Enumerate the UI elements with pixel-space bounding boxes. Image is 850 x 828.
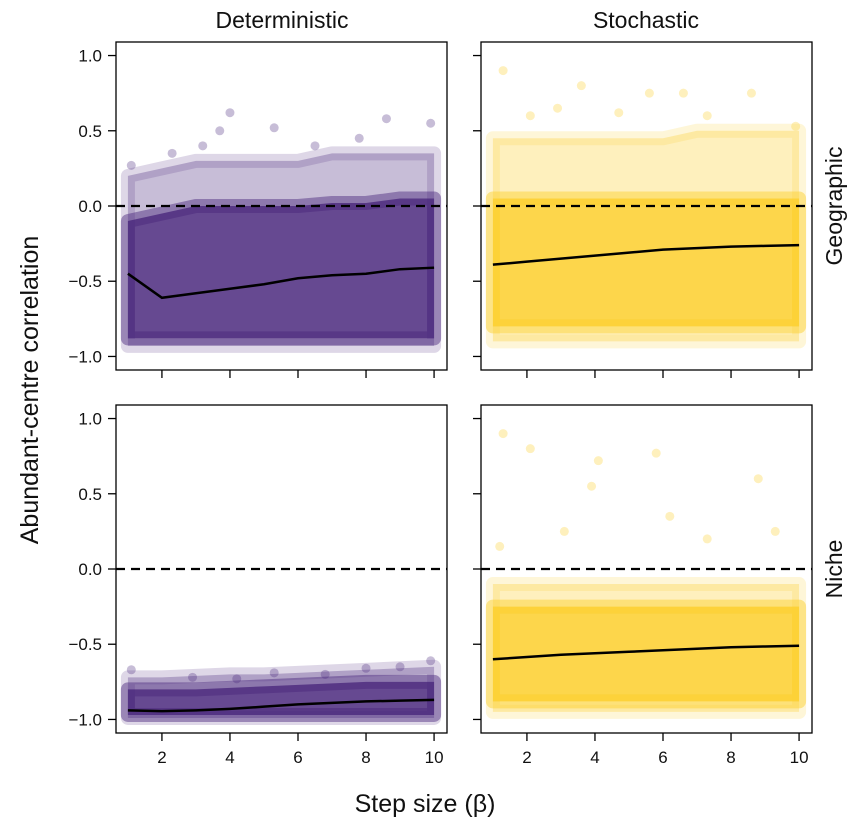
- column-title: Stochastic: [593, 7, 699, 33]
- y-tick-label: 0.5: [78, 122, 102, 141]
- point: [678, 88, 688, 98]
- x-tick-label: 2: [157, 748, 166, 767]
- point: [167, 148, 177, 158]
- point: [791, 121, 801, 131]
- point: [381, 114, 391, 124]
- point-cloud: [485, 599, 807, 709]
- point-cloud: [120, 674, 442, 722]
- x-tick-label: 8: [726, 748, 735, 767]
- point: [553, 103, 563, 113]
- point-cloud: [485, 191, 807, 334]
- point: [593, 456, 603, 466]
- y-tick-label: 0.5: [78, 485, 102, 504]
- row-title: Niche: [821, 540, 847, 599]
- point: [225, 108, 235, 118]
- point: [753, 474, 763, 484]
- point: [188, 672, 198, 682]
- point: [126, 665, 136, 675]
- point: [770, 526, 780, 536]
- smooth-line: [492, 644, 800, 661]
- point-cloud: [120, 191, 442, 346]
- point: [702, 111, 712, 121]
- point: [644, 88, 654, 98]
- point: [269, 123, 279, 133]
- x-tick-label: 6: [658, 748, 667, 767]
- point: [495, 541, 505, 551]
- x-tick-label: 4: [225, 748, 234, 767]
- point: [426, 118, 436, 128]
- point: [320, 669, 330, 679]
- point: [587, 481, 597, 491]
- point: [215, 126, 225, 136]
- point: [198, 141, 208, 151]
- point: [269, 668, 279, 678]
- x-tick-label: 2: [522, 748, 531, 767]
- y-tick-label: 1.0: [78, 47, 102, 66]
- point: [498, 66, 508, 76]
- point: [559, 526, 569, 536]
- row-title: Geographic: [821, 147, 847, 266]
- point: [126, 160, 136, 170]
- point: [651, 448, 661, 458]
- point: [525, 111, 535, 121]
- y-tick-label: −1.0: [68, 347, 102, 366]
- x-tick-label: 8: [361, 748, 370, 767]
- point: [614, 108, 624, 118]
- point: [498, 429, 508, 439]
- point: [395, 662, 405, 672]
- column-title: Deterministic: [216, 7, 349, 33]
- y-tick-label: 1.0: [78, 410, 102, 429]
- point: [665, 511, 675, 521]
- y-tick-label: 0.0: [78, 197, 102, 216]
- x-tick-label: 10: [790, 748, 809, 767]
- y-tick-label: 0.0: [78, 560, 102, 579]
- point: [426, 656, 436, 666]
- point: [702, 534, 712, 544]
- point: [576, 81, 586, 91]
- point: [746, 88, 756, 98]
- smooth-line: [127, 698, 435, 713]
- smooth-line: [492, 243, 800, 266]
- x-axis-label: Step size (β): [355, 790, 496, 818]
- point: [361, 663, 371, 673]
- y-tick-label: −0.5: [68, 272, 102, 291]
- smooth-line: [127, 266, 435, 300]
- x-tick-label: 6: [293, 748, 302, 767]
- y-tick-label: −1.0: [68, 710, 102, 729]
- point: [525, 444, 535, 454]
- x-tick-label: 4: [590, 748, 599, 767]
- point: [354, 133, 364, 143]
- y-tick-label: −0.5: [68, 635, 102, 654]
- y-axis-label: Abundant-centre correlation: [16, 236, 44, 545]
- point: [232, 674, 242, 684]
- x-tick-label: 10: [425, 748, 444, 767]
- point: [310, 141, 320, 151]
